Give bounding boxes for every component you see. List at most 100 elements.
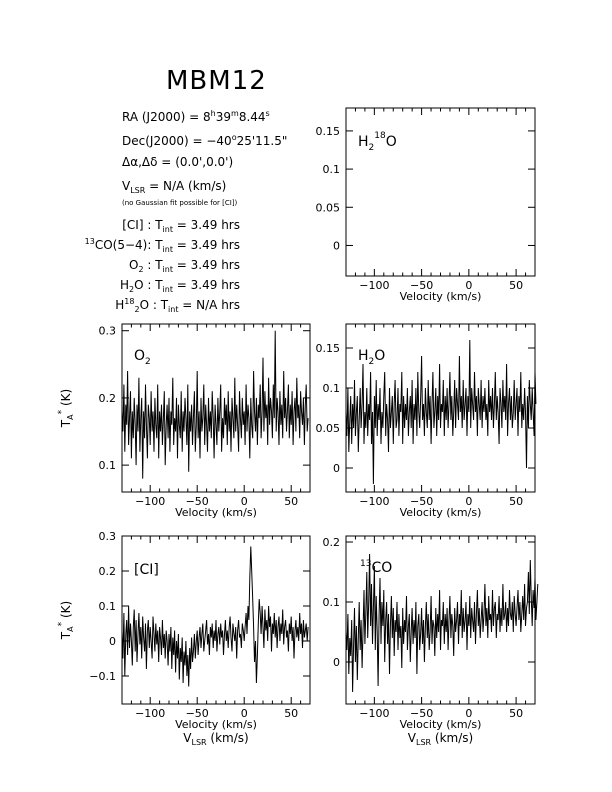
tint-symbol-sub: int [168, 305, 179, 314]
y-axis-label: TA* (K) [57, 601, 75, 640]
tint-value: = 3.49 hrs [172, 258, 240, 272]
y-label-symbol: T [59, 631, 73, 640]
tint-line: H182O : Tint = N/A hrs [115, 297, 240, 314]
species-isotope: 13 [360, 559, 371, 569]
species-label: 13CO [360, 559, 392, 576]
x-tick-label: 0 [465, 495, 472, 508]
tint-sep: O : [134, 278, 156, 292]
tint-symbol-sub: int [162, 285, 173, 294]
tint-sep: : [149, 298, 161, 312]
x-tick-label: 50 [509, 495, 523, 508]
dec-rest: 25'11.5" [236, 134, 288, 148]
tint-species: O [128, 258, 139, 272]
species-tail: O [386, 134, 397, 150]
y-tick-label: 0.05 [316, 201, 341, 214]
tint-symbol: T [155, 218, 163, 232]
ra-label: RA (J2000) = [122, 110, 200, 124]
dec-degrees: −40 [206, 134, 232, 148]
vlsr-symbol: V [183, 731, 192, 745]
x-tick-label: 50 [509, 707, 523, 720]
x-tick-label: 0 [241, 707, 248, 720]
y-tick-label: 0.2 [99, 565, 117, 578]
spectrum-line [121, 330, 309, 479]
tint-line: 13CO(5−4): Tint = 3.49 hrs [85, 238, 240, 254]
panel-h2o: −100 −50 0 50 0 0.05 0.1 0.15 H2O Velocity (km/s) [316, 323, 537, 519]
source-title: MBM12 [166, 66, 267, 96]
tint-species: H [119, 278, 129, 292]
y-tick-label: 0.2 [99, 392, 117, 405]
species-name: O [134, 348, 145, 364]
offset-label: Δα,Δδ = [122, 155, 172, 169]
species-label: [CI] [134, 562, 159, 578]
species-label: H2O [358, 348, 385, 367]
panel-13co: −100 −50 0 50 0 0.1 0.2 13CO Velocity (km/s)VLSR… [323, 535, 539, 747]
y-tick-label: 0.15 [316, 342, 341, 355]
ra-line: RA (J2000) = 8h39m8.44s [122, 109, 270, 125]
x-tick-label: 0 [241, 495, 248, 508]
y-tick-label: 0 [333, 462, 340, 475]
species-name: [CI] [134, 562, 159, 578]
vlsr-value: = N/A (km/s) [149, 179, 227, 193]
spectrum-line [121, 546, 309, 687]
y-tick-label: 0.1 [323, 596, 341, 609]
ra-minutes-unit: m [231, 109, 239, 118]
tint-symbol-sub: int [162, 225, 173, 234]
y-tick-label: 0 [109, 635, 116, 648]
y-tick-label: 0.2 [323, 536, 341, 549]
y-tick-label: 0.1 [99, 600, 117, 613]
ra-minutes: 39 [215, 110, 232, 124]
panel-h218o: −100 −50 0 50 0 0.05 0.1 0.15 H2 18O Velocity (km/… [316, 107, 536, 303]
tint-species-sub: 2 [138, 265, 144, 274]
ra-seconds-unit: s [265, 109, 270, 118]
x-tick-label: −50 [186, 495, 209, 508]
x-axis-label: Velocity (km/s) [400, 506, 482, 519]
tint-species-prefix: H [115, 298, 125, 312]
x-tick-label: −100 [359, 495, 389, 508]
tint-symbol-sub: int [162, 245, 173, 254]
x-tick-label: −100 [359, 279, 389, 292]
y-tick-label: 0.3 [99, 530, 117, 543]
tint-species-sub: 2 [134, 305, 140, 314]
x-axis-label: Velocity (km/s) [400, 290, 482, 303]
ra-hours: 8 [203, 110, 211, 124]
species-superscript: 18 [374, 131, 386, 141]
tint-species: O [139, 298, 150, 312]
x-axis-label: Velocity (km/s) [175, 718, 257, 731]
y-tick-label: −0.1 [89, 670, 116, 683]
vlsr-axis-label: VLSR (km/s) [183, 731, 248, 747]
x-tick-label: −100 [359, 707, 389, 720]
x-tick-label: 0 [465, 707, 472, 720]
y-axis-label: TA* (K) [57, 389, 75, 428]
tint-value: = 3.49 hrs [172, 278, 240, 292]
vlsr-subscript: LSR [192, 738, 208, 747]
gaussian-note: (no Gaussian fit possible for [CI]) [122, 199, 238, 207]
tint-line: [CI] : Tint = 3.49 hrs [122, 218, 240, 234]
spectrum-line [345, 553, 539, 693]
panel-o2: −100 −50 0 50 0.1 0.2 0.3 O2 Velocity (km/s) TA* … [57, 323, 311, 519]
ra-hours-unit: h [210, 109, 216, 118]
tint-symbol-sub: int [162, 265, 173, 274]
x-tick-label: −50 [410, 707, 433, 720]
ra-seconds: 8.44 [238, 110, 266, 124]
y-tick-label: 0.05 [316, 422, 341, 435]
tint-species-sub: 2 [128, 285, 135, 294]
tint-value: = 3.49 hrs [172, 238, 240, 252]
x-tick-label: 50 [509, 279, 523, 292]
offset-value: (0.0',0.0') [175, 155, 234, 169]
y-tick-label: 0.15 [316, 125, 341, 138]
species-name: H [358, 134, 369, 150]
tint-isotope: 18 [124, 297, 135, 306]
x-axis-label: Velocity (km/s) [400, 718, 482, 731]
spectrum-line [345, 339, 537, 485]
y-tick-label: 0.1 [99, 459, 117, 472]
tint-species: [CI] [122, 218, 144, 232]
y-label-symbol: T [59, 419, 73, 428]
dec-label: Dec(J2000) = [122, 134, 203, 148]
y-tick-label: 0.1 [323, 163, 341, 176]
tint-line: H2O : Tint = 3.49 hrs [119, 278, 240, 294]
y-tick-label: 0.1 [323, 382, 341, 395]
tint-value: = N/A hrs [178, 298, 240, 312]
dec-line: Dec(J2000) = −40o25'11.5" [122, 134, 288, 149]
y-tick-label: 0 [333, 239, 340, 252]
vlsr-line: VLSR = N/A (km/s) [122, 179, 227, 195]
